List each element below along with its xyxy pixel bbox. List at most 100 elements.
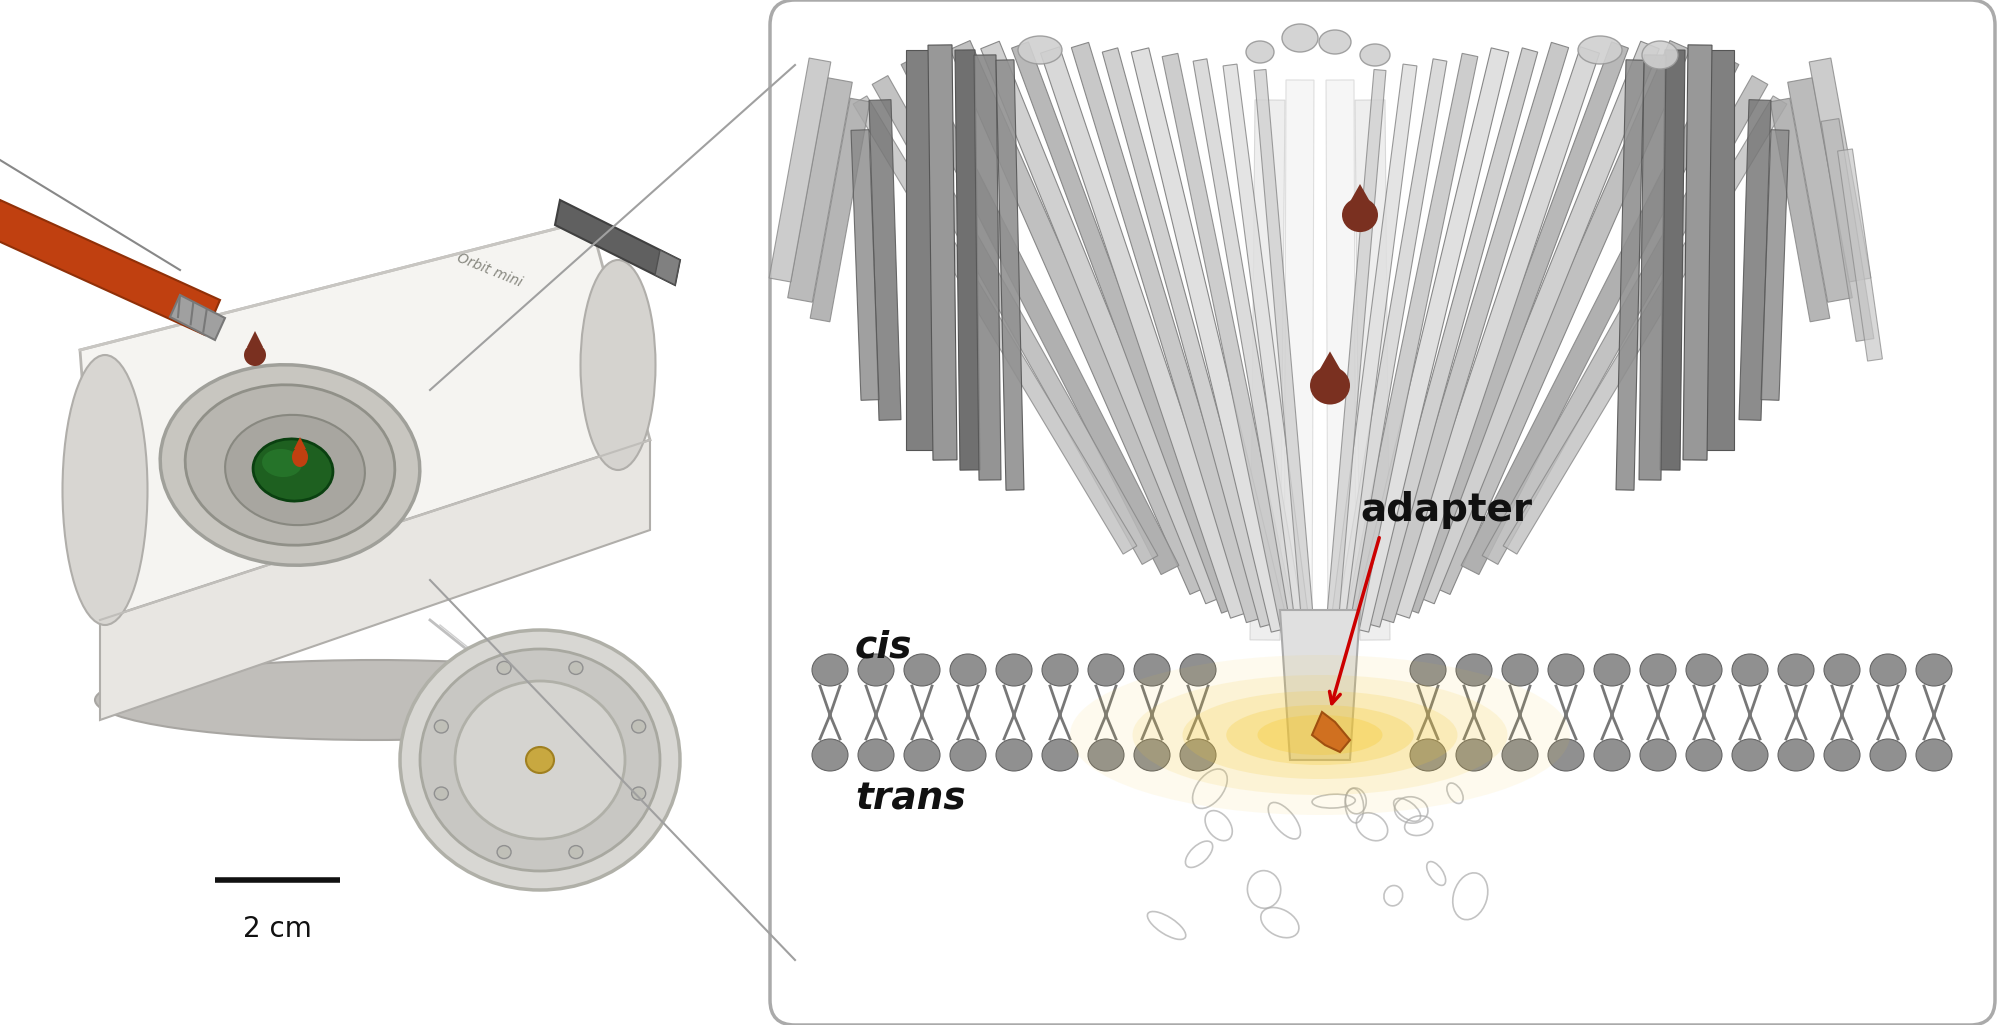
Polygon shape <box>1684 45 1712 460</box>
Polygon shape <box>1072 42 1264 622</box>
Polygon shape <box>1326 80 1356 650</box>
Polygon shape <box>1402 42 1628 613</box>
Polygon shape <box>0 200 220 335</box>
Ellipse shape <box>1310 367 1350 405</box>
Ellipse shape <box>1132 675 1508 795</box>
Ellipse shape <box>1088 654 1124 686</box>
Polygon shape <box>1482 76 1768 565</box>
Polygon shape <box>294 437 306 449</box>
Ellipse shape <box>858 654 894 686</box>
Polygon shape <box>1416 41 1660 604</box>
Polygon shape <box>1356 99 1390 641</box>
Polygon shape <box>974 55 1000 480</box>
Polygon shape <box>1250 99 1284 641</box>
Ellipse shape <box>160 365 420 565</box>
Polygon shape <box>1390 47 1600 618</box>
Ellipse shape <box>632 720 646 733</box>
Polygon shape <box>1314 352 1346 378</box>
Ellipse shape <box>1180 739 1216 771</box>
Polygon shape <box>1352 48 1508 632</box>
Ellipse shape <box>1594 654 1630 686</box>
Polygon shape <box>1504 96 1786 555</box>
Polygon shape <box>556 200 680 285</box>
Ellipse shape <box>632 787 646 801</box>
Ellipse shape <box>1778 654 1814 686</box>
Ellipse shape <box>1548 654 1584 686</box>
Ellipse shape <box>254 439 332 501</box>
Polygon shape <box>902 55 1178 575</box>
Polygon shape <box>1284 80 1314 650</box>
Polygon shape <box>950 41 1210 594</box>
Polygon shape <box>1280 610 1360 760</box>
Ellipse shape <box>1182 691 1458 779</box>
Ellipse shape <box>1548 739 1584 771</box>
FancyBboxPatch shape <box>770 0 1996 1025</box>
Ellipse shape <box>1360 44 1390 66</box>
Ellipse shape <box>1070 655 1570 815</box>
Ellipse shape <box>1640 654 1676 686</box>
Ellipse shape <box>1456 654 1492 686</box>
Ellipse shape <box>950 654 986 686</box>
Text: Orbit mini: Orbit mini <box>456 250 524 289</box>
Text: cis: cis <box>856 630 912 666</box>
Ellipse shape <box>244 344 266 366</box>
Ellipse shape <box>1456 739 1492 771</box>
Polygon shape <box>1254 70 1316 651</box>
Ellipse shape <box>1018 36 1062 64</box>
Ellipse shape <box>1410 739 1446 771</box>
Polygon shape <box>956 50 980 470</box>
Polygon shape <box>1822 119 1874 341</box>
Polygon shape <box>1762 130 1788 401</box>
Ellipse shape <box>812 739 848 771</box>
Ellipse shape <box>1824 654 1860 686</box>
Ellipse shape <box>456 681 624 839</box>
Polygon shape <box>1462 55 1738 575</box>
Polygon shape <box>1194 58 1306 642</box>
Text: 2 cm: 2 cm <box>244 915 312 943</box>
Polygon shape <box>1706 50 1734 450</box>
Ellipse shape <box>1410 654 1446 686</box>
Polygon shape <box>810 98 870 322</box>
Ellipse shape <box>996 654 1032 686</box>
Polygon shape <box>980 41 1224 604</box>
Polygon shape <box>1810 58 1870 282</box>
Polygon shape <box>854 96 1136 555</box>
Polygon shape <box>1660 50 1684 470</box>
Ellipse shape <box>1686 739 1722 771</box>
Ellipse shape <box>1502 739 1538 771</box>
Polygon shape <box>656 250 680 285</box>
Ellipse shape <box>1642 41 1678 69</box>
Ellipse shape <box>1870 654 1906 686</box>
Ellipse shape <box>1134 654 1170 686</box>
Polygon shape <box>1312 712 1350 752</box>
Polygon shape <box>1060 45 1580 620</box>
Ellipse shape <box>498 846 512 859</box>
Polygon shape <box>100 440 650 720</box>
Polygon shape <box>770 58 830 282</box>
Ellipse shape <box>1916 739 1952 771</box>
Text: adapter: adapter <box>1360 491 1532 529</box>
Polygon shape <box>1364 48 1538 627</box>
Ellipse shape <box>1870 739 1906 771</box>
Ellipse shape <box>62 355 148 625</box>
Ellipse shape <box>1732 739 1768 771</box>
Ellipse shape <box>420 649 660 871</box>
Ellipse shape <box>1042 654 1078 686</box>
Ellipse shape <box>1502 654 1538 686</box>
Ellipse shape <box>1778 739 1814 771</box>
Ellipse shape <box>96 660 656 740</box>
Ellipse shape <box>1594 739 1630 771</box>
Polygon shape <box>1740 99 1770 420</box>
Text: trans: trans <box>856 782 966 818</box>
Polygon shape <box>872 76 1158 565</box>
Ellipse shape <box>1824 739 1860 771</box>
Ellipse shape <box>1578 36 1622 64</box>
Ellipse shape <box>904 739 940 771</box>
Ellipse shape <box>1258 715 1382 755</box>
Ellipse shape <box>1180 654 1216 686</box>
Ellipse shape <box>526 747 554 773</box>
Ellipse shape <box>580 260 656 470</box>
Ellipse shape <box>1042 739 1078 771</box>
Polygon shape <box>1430 41 1690 594</box>
Polygon shape <box>1346 184 1374 208</box>
